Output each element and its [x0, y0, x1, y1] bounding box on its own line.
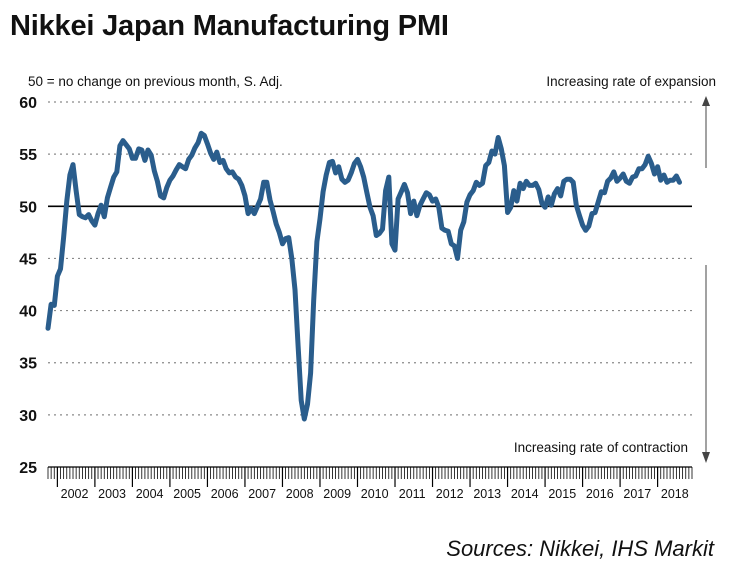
y-tick-label-60: 60	[19, 95, 37, 112]
y-tick-label-30: 30	[19, 408, 37, 425]
grid-lines	[48, 101, 692, 416]
x-tick-label-2005: 2005	[173, 487, 201, 501]
x-tick-label-2003: 2003	[98, 487, 126, 501]
y-tick-label-55: 55	[19, 147, 37, 164]
contraction-arrow-head	[702, 452, 710, 463]
y-tick-label-50: 50	[19, 199, 37, 216]
chart-title: Nikkei Japan Manufacturing PMI	[10, 10, 449, 42]
y-tick-label-40: 40	[19, 304, 37, 321]
x-tick-label-2009: 2009	[323, 487, 351, 501]
x-tick-label-2004: 2004	[136, 487, 164, 501]
x-tick-label-2014: 2014	[511, 487, 539, 501]
x-tick-label-2006: 2006	[211, 487, 239, 501]
y-tick-label-25: 25	[19, 460, 37, 477]
x-tick-label-2017: 2017	[623, 487, 651, 501]
y-tick-label-35: 35	[19, 356, 37, 373]
series-group	[45, 130, 682, 422]
x-tick-label-2010: 2010	[361, 487, 389, 501]
x-tick-label-2007: 2007	[248, 487, 276, 501]
x-tick-label-2015: 2015	[548, 487, 576, 501]
x-tick-label-2002: 2002	[61, 487, 89, 501]
x-tick-label-2018: 2018	[661, 487, 689, 501]
contraction-label: Increasing rate of contraction	[513, 440, 688, 455]
x-tick-label-2012: 2012	[436, 487, 464, 501]
expansion-label: Increasing rate of expansion	[546, 74, 716, 89]
source-note: Sources: Nikkei, IHS Markit	[446, 536, 714, 561]
y-axis: 25 30 35 40 45 50 55 60	[19, 95, 37, 477]
x-tick-label-2013: 2013	[473, 487, 501, 501]
y-tick-label-45: 45	[19, 251, 37, 268]
expansion-arrow-head	[702, 96, 710, 106]
x-axis: 2002 2003 2004 2005 2006 2007 2008 2009 2010 2011…	[47, 466, 693, 501]
chart-note: 50 = no change on previous month, S. Adj…	[28, 74, 283, 89]
x-tick-label-2011: 2011	[399, 487, 426, 501]
x-tick-label-2016: 2016	[586, 487, 614, 501]
series-line-0	[45, 130, 682, 422]
direction-arrows	[702, 96, 710, 463]
x-tick-label-2008: 2008	[286, 487, 314, 501]
